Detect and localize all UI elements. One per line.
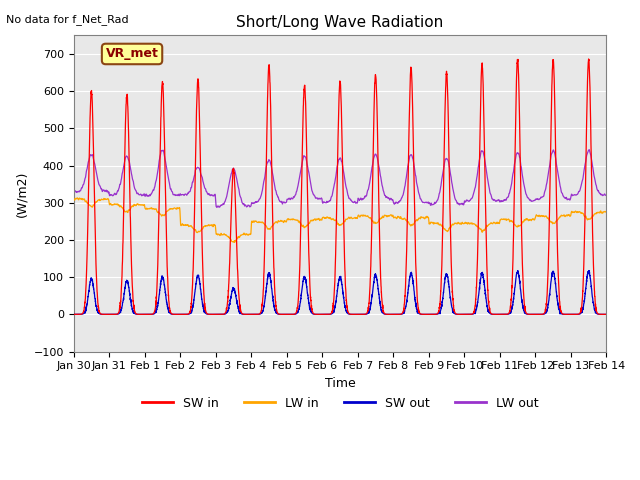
Y-axis label: (W/m2): (W/m2) [15, 170, 28, 216]
X-axis label: Time: Time [324, 377, 355, 390]
Text: No data for f_Net_Rad: No data for f_Net_Rad [6, 14, 129, 25]
Text: VR_met: VR_met [106, 48, 159, 60]
Legend: SW in, LW in, SW out, LW out: SW in, LW in, SW out, LW out [136, 392, 543, 415]
Title: Short/Long Wave Radiation: Short/Long Wave Radiation [236, 15, 444, 30]
